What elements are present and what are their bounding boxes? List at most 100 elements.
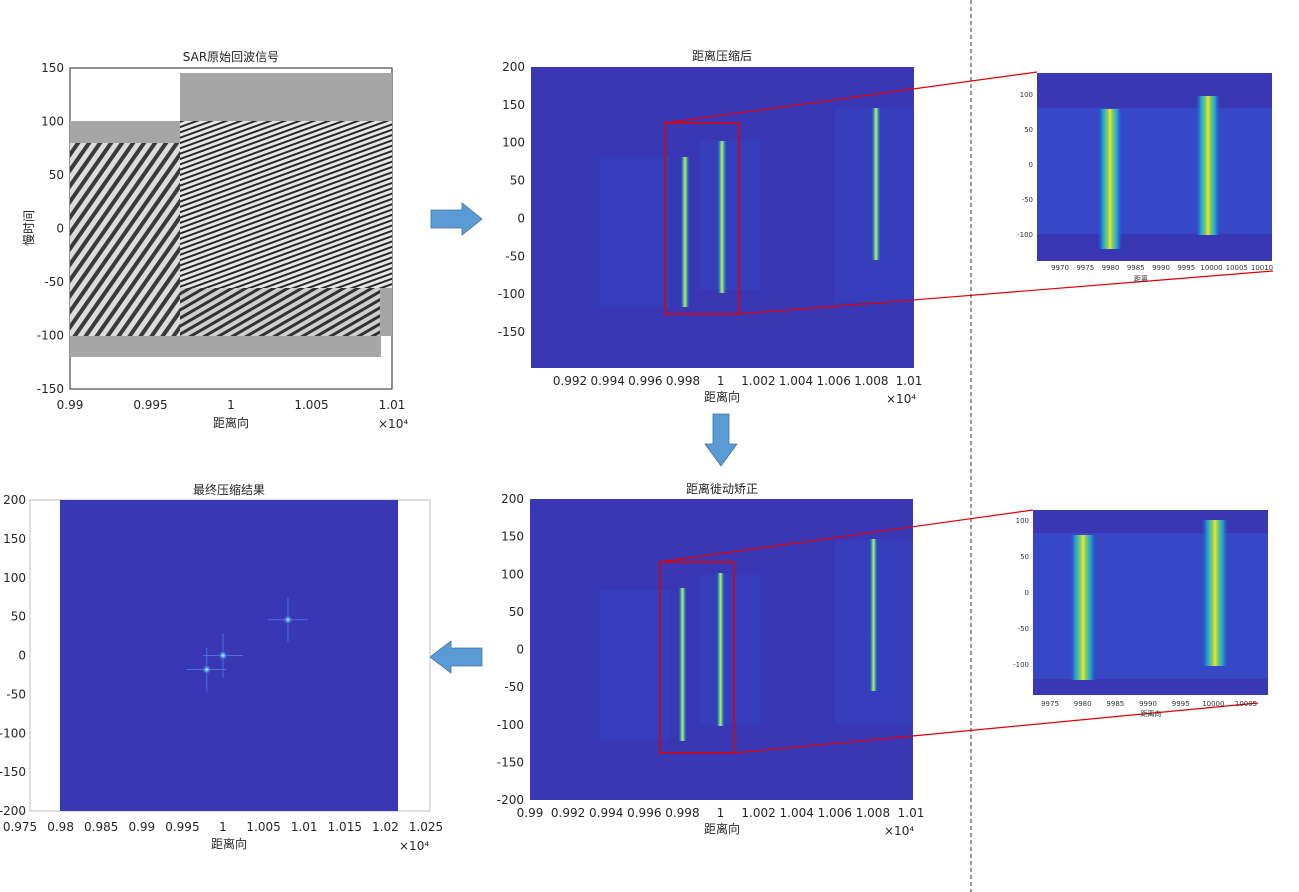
y-tick-label: 200 — [501, 492, 524, 506]
y-tick-label: 100 — [502, 136, 525, 150]
x-tick-label: 1 — [219, 820, 227, 834]
x-tick-label: 1.008 — [856, 806, 890, 820]
x-tick-label: 9995 — [1172, 700, 1190, 708]
y-tick-label: 0 — [18, 649, 26, 663]
zoom-connector-top — [664, 71, 1038, 124]
zoom-line-2 — [1196, 96, 1220, 235]
zoom-panel-top: 距离 9970 9975 9980 9985 9990 9995 10000 10005 100… — [1017, 73, 1273, 283]
x-tick-label: 0.996 — [628, 374, 662, 388]
x-axis-label: 距离向 — [211, 836, 247, 851]
x-tick-label: 1.02 — [372, 820, 399, 834]
echo-block-bottom — [70, 336, 381, 357]
target-line-1 — [680, 157, 690, 307]
x-tick-label: 1 — [717, 806, 725, 820]
tick-labels: 0.99 0.992 0.994 0.996 0.998 1 1.002 1.004 1.006… — [497, 492, 925, 820]
x-tick-label: 1.005 — [246, 820, 280, 834]
y-tick-label: 200 — [502, 60, 525, 74]
zoom-panel-bottom: 距离向 9975 9980 9985 9990 9995 10000 10005 100 50 0… — [1013, 510, 1268, 718]
panel-range-compressed: 距离压缩后 距离向 ×10⁴ 0.992 0.994 0.996 0.998 1 1.00… — [498, 48, 923, 406]
x-tick-label: 9995 — [1177, 264, 1195, 272]
tick-labels: 9975 9980 9985 9990 9995 10000 10005 100 50 0 -50 -… — [1013, 517, 1257, 708]
x-tick-label: 9975 — [1041, 700, 1059, 708]
y-tick-label: -50 — [505, 249, 525, 263]
x-tick-label: 1.002 — [741, 806, 775, 820]
x-tick-label: 1 — [227, 398, 235, 412]
x-axis-label: 距离向 — [704, 389, 740, 404]
y-tick-label: 50 — [49, 168, 64, 182]
point-target — [201, 664, 212, 675]
x-tick-label: 0.995 — [133, 398, 167, 412]
y-tick-label: 150 — [502, 98, 525, 112]
x-tick-label: 1.005 — [294, 398, 328, 412]
y-axis-label: 慢时间 — [22, 210, 36, 246]
zoom-connector-bottom — [738, 270, 1274, 315]
x-tick-label: 0.994 — [589, 806, 623, 820]
x-tick-label: 0.975 — [3, 820, 37, 834]
target-line-2 — [717, 141, 727, 293]
x-exponent: ×10⁴ — [884, 824, 914, 838]
y-tick-label: -100 — [497, 718, 524, 732]
y-tick-label: -150 — [498, 325, 525, 339]
x-tick-label: 1.004 — [779, 374, 813, 388]
x-tick-label: 9985 — [1106, 700, 1124, 708]
x-tick-label: 9970 — [1051, 264, 1069, 272]
y-tick-label: -200 — [497, 793, 524, 807]
y-tick-label: 0 — [1029, 161, 1033, 169]
x-tick-label: 10000 — [1202, 700, 1224, 708]
x-tick-label: 1.015 — [328, 820, 362, 834]
arrow-right — [430, 202, 483, 236]
x-tick-label: 1.008 — [854, 374, 888, 388]
sidelobe-band — [700, 140, 760, 290]
x-tick-label: 0.992 — [551, 806, 585, 820]
tick-labels: 0.992 0.994 0.996 0.998 1 1.002 1.004 1.006 1.00… — [498, 60, 923, 388]
point-target — [282, 614, 293, 625]
y-tick-label: 50 — [510, 174, 525, 188]
y-tick-label: -100 — [498, 287, 525, 301]
x-tick-label: 0.98 — [47, 820, 74, 834]
y-tick-label: 0 — [1025, 589, 1029, 597]
x-axis-label: 距离向 — [704, 821, 740, 836]
x-tick-label: 0.985 — [84, 820, 118, 834]
y-tick-label: -50 — [1022, 196, 1033, 204]
x-tick-label: 1 — [717, 374, 725, 388]
echo-stripes-lower — [180, 288, 380, 336]
x-tick-label: 0.995 — [165, 820, 199, 834]
target-line-1 — [678, 588, 687, 741]
x-tick-label: 1.006 — [818, 806, 852, 820]
x-tick-label: 9980 — [1074, 700, 1092, 708]
sidelobe-band — [700, 575, 760, 725]
zoom-x-label: 距离 — [1134, 274, 1148, 283]
y-tick-label: -50 — [1018, 625, 1029, 633]
panel-title: 距离徙动矫正 — [686, 481, 758, 496]
x-tick-label: 9980 — [1102, 264, 1120, 272]
zoom-sidelobes — [1033, 533, 1268, 679]
x-axis-label: 距离向 — [213, 415, 249, 430]
panel-final: 最终压缩结果 距离向 ×10⁴ 0.975 0.98 0.985 0.99 0.995 1… — [0, 482, 443, 853]
zoom-line-1 — [1070, 535, 1096, 680]
zoom-box — [664, 122, 740, 315]
x-tick-label: 0.996 — [627, 806, 661, 820]
x-tick-label: 1.002 — [741, 374, 775, 388]
zoom-x-label: 距离向 — [1141, 709, 1162, 718]
x-tick-label: 1.01 — [379, 398, 406, 412]
y-tick-label: -150 — [497, 755, 524, 769]
y-tick-label: -100 — [0, 726, 26, 740]
panel-title: SAR原始回波信号 — [183, 50, 279, 64]
x-tick-label: 10010 — [1251, 264, 1273, 272]
x-tick-label: 1.01 — [291, 820, 318, 834]
x-tick-label: 1.01 — [898, 806, 925, 820]
panel-title: 距离压缩后 — [692, 48, 752, 63]
y-tick-label: -50 — [44, 275, 64, 289]
arrow-down — [704, 413, 738, 467]
x-tick-label: 9975 — [1076, 264, 1094, 272]
zoom-connector-bottom — [733, 702, 1259, 754]
x-tick-label: 1.025 — [409, 820, 443, 834]
x-tick-label: 1.004 — [780, 806, 814, 820]
target-line-3 — [869, 539, 878, 691]
x-tick-label: 0.99 — [517, 806, 544, 820]
echo-stripes-left — [70, 143, 180, 336]
target-line-2 — [716, 573, 725, 726]
x-tick-label: 1.01 — [896, 374, 923, 388]
y-tick-label: 50 — [509, 605, 524, 619]
